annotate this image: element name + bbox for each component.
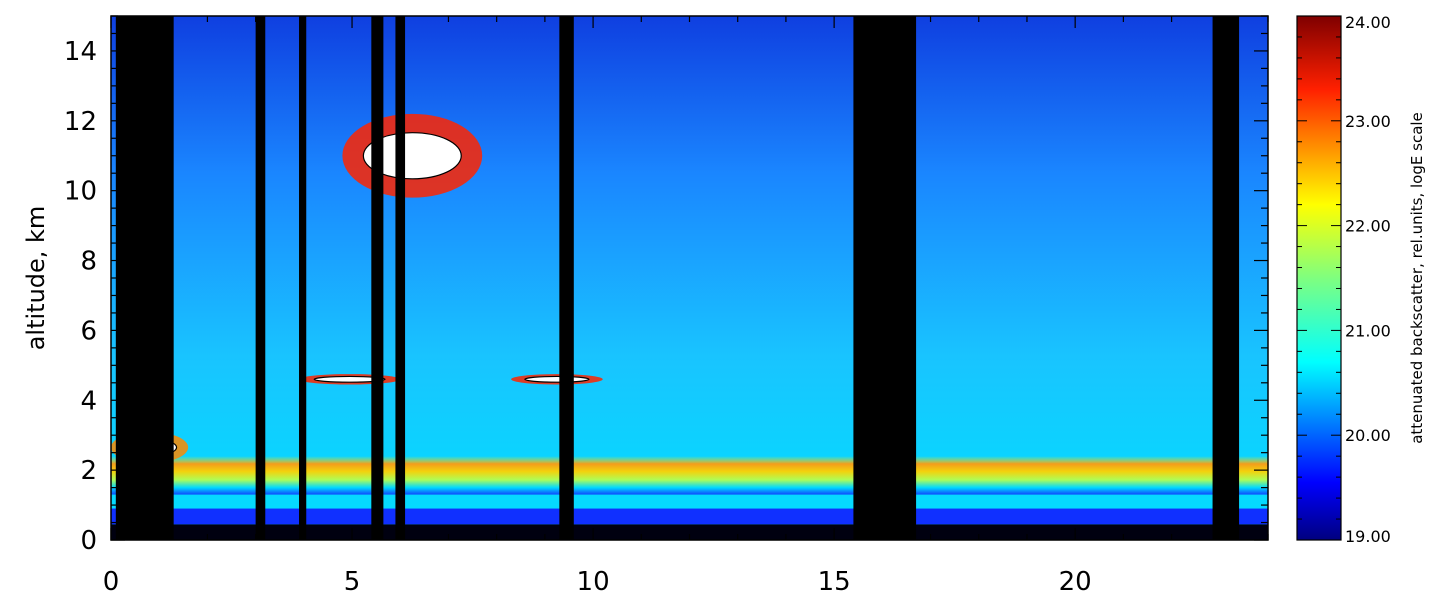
y-tick-label: 14: [64, 37, 97, 67]
blackout-column: [559, 16, 573, 540]
blackout-column: [116, 16, 174, 540]
y-tick-label: 6: [80, 316, 97, 346]
blackout-column: [853, 16, 916, 540]
colorbar-label: attenuated backscatter, rel.units, logE …: [1408, 112, 1426, 444]
blackout-column: [1213, 16, 1240, 540]
y-tick-label: 0: [80, 526, 97, 556]
feature-region: [111, 456, 1268, 494]
x-tick-label: 5: [344, 567, 361, 594]
blackout-column: [395, 16, 405, 540]
colorbar: 19.00 20.00 21.00 22.00 23.00 24.00 attenuate…: [1297, 13, 1426, 546]
feature-core: [525, 376, 589, 382]
x-tick-label: 15: [818, 567, 851, 594]
y-axis-label: altitude, km: [22, 206, 50, 351]
x-tick-label: 0: [103, 567, 120, 594]
x-tick-label: 20: [1059, 567, 1092, 594]
y-tick-label: 2: [80, 456, 97, 486]
near-surface-band: [111, 509, 1268, 525]
blackout-column: [371, 16, 383, 540]
y-tick-label: 12: [64, 107, 97, 137]
blackout-column: [299, 16, 306, 540]
colorbar-tick-label: 21.00: [1345, 321, 1391, 340]
blackout-column: [256, 16, 266, 540]
y-tick-label: 4: [80, 386, 97, 416]
colorbar-tick-label: 22.00: [1345, 217, 1391, 236]
colorbar-tick-label: 19.00: [1345, 527, 1391, 546]
y-tick-label: 8: [80, 247, 97, 277]
x-tick-label: 10: [577, 567, 610, 594]
colorbar-tick-label: 20.00: [1345, 426, 1391, 445]
colorbar-gradient: [1297, 16, 1341, 540]
y-tick-label: 10: [64, 177, 97, 207]
colorbar-tick-label: 24.00: [1345, 13, 1391, 32]
plot-area: [111, 16, 1268, 540]
colorbar-tick-label: 23.00: [1345, 112, 1391, 131]
